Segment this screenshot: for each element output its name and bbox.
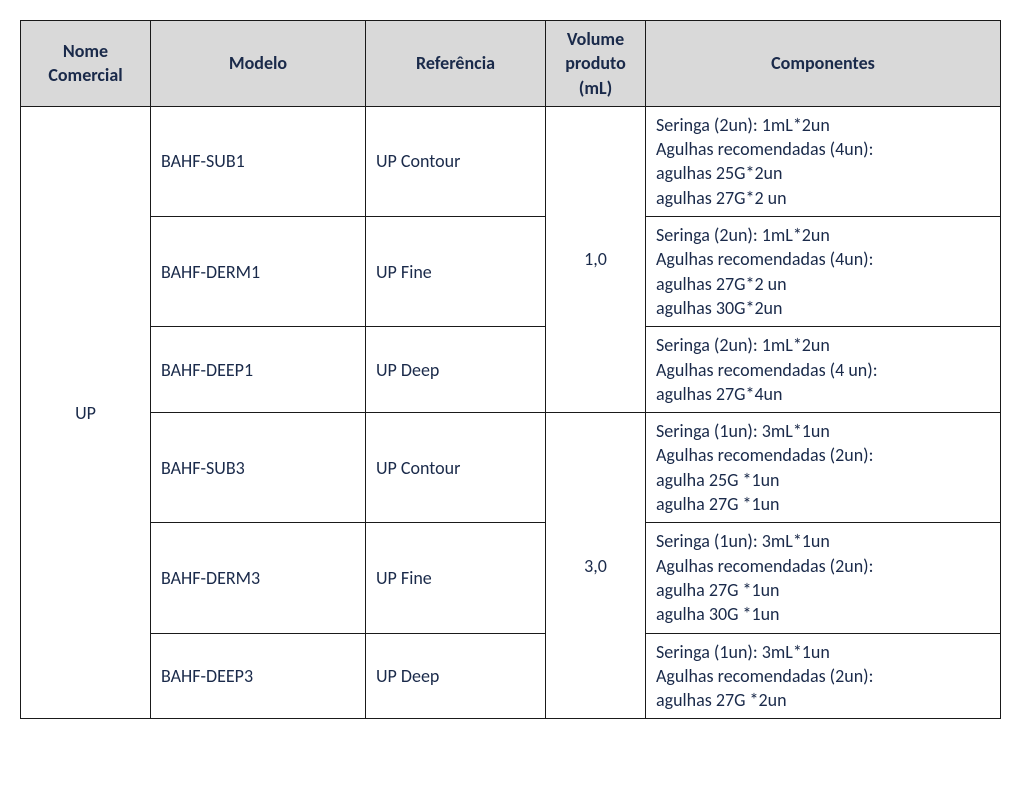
cell-referencia: UP Fine xyxy=(366,523,546,633)
componentes-line: Agulhas recomendadas (4un): xyxy=(656,137,990,161)
cell-modelo: BAHF-DEEP1 xyxy=(151,327,366,413)
componentes-line: Agulhas recomendadas (2un): xyxy=(656,554,990,578)
cell-referencia: UP Deep xyxy=(366,633,546,719)
table-row: BAHF-DEEP3UP Deep Seringa (1un): 3mL*1unA… xyxy=(21,633,1001,719)
product-table: Nome Comercial Modelo Referência Volume … xyxy=(20,20,1001,719)
cell-componentes: Seringa (1un): 3mL*1unAgulhas recomendad… xyxy=(646,413,1001,523)
componentes-line: Agulhas recomendadas (4un): xyxy=(656,247,990,271)
table-row: BAHF-SUB3UP Contour3,0Seringa (1un): 3mL… xyxy=(21,413,1001,523)
cell-componentes: Seringa (1un): 3mL*1unAgulhas recomendad… xyxy=(646,523,1001,633)
cell-volume: 1,0 xyxy=(546,106,646,412)
componentes-line: agulhas 27G*2 un xyxy=(656,272,990,296)
col-header-componentes: Componentes xyxy=(646,21,1001,107)
componentes-line: agulha 30G *1un xyxy=(656,602,990,626)
componentes-line: Seringa (1un): 3mL*1un xyxy=(656,419,990,443)
cell-modelo: BAHF-DEEP3 xyxy=(151,633,366,719)
table-header-row: Nome Comercial Modelo Referência Volume … xyxy=(21,21,1001,107)
cell-referencia: UP Contour xyxy=(366,413,546,523)
componentes-line: agulhas 27G *2un xyxy=(656,688,990,712)
cell-modelo: BAHF-DERM1 xyxy=(151,217,366,327)
componentes-line: agulhas 27G*2 un xyxy=(656,186,990,210)
componentes-line: Seringa (1un): 3mL*1un xyxy=(656,640,990,664)
table-row: BAHF-DERM3UP Fine Seringa (1un): 3mL*1unA… xyxy=(21,523,1001,633)
cell-componentes: Seringa (2un): 1mL*2unAgulhas recomendad… xyxy=(646,217,1001,327)
table-row: UPBAHF-SUB1UP Contour1,0Seringa (2un): 1… xyxy=(21,106,1001,216)
componentes-line: agulha 27G *1un xyxy=(656,578,990,602)
cell-modelo: BAHF-DERM3 xyxy=(151,523,366,633)
componentes-line: agulhas 30G*2un xyxy=(656,296,990,320)
col-header-referencia: Referência xyxy=(366,21,546,107)
componentes-line: agulhas 27G*4un xyxy=(656,382,990,406)
table-body: UPBAHF-SUB1UP Contour1,0Seringa (2un): 1… xyxy=(21,106,1001,719)
cell-modelo: BAHF-SUB1 xyxy=(151,106,366,216)
cell-volume: 3,0 xyxy=(546,413,646,719)
cell-referencia: UP Deep xyxy=(366,327,546,413)
cell-nome-comercial: UP xyxy=(21,106,151,719)
col-header-volume: Volume produto (mL) xyxy=(546,21,646,107)
componentes-line: Seringa (1un): 3mL*1un xyxy=(656,529,990,553)
componentes-line: Agulhas recomendadas (4 un): xyxy=(656,358,990,382)
cell-componentes: Seringa (1un): 3mL*1unAgulhas recomendad… xyxy=(646,633,1001,719)
table-row: BAHF-DEEP1UP Deep Seringa (2un): 1mL*2unA… xyxy=(21,327,1001,413)
componentes-line: Seringa (2un): 1mL*2un xyxy=(656,333,990,357)
cell-componentes: Seringa (2un): 1mL*2unAgulhas recomendad… xyxy=(646,106,1001,216)
cell-referencia: UP Fine xyxy=(366,217,546,327)
cell-modelo: BAHF-SUB3 xyxy=(151,413,366,523)
componentes-line: agulha 25G *1un xyxy=(656,468,990,492)
cell-componentes: Seringa (2un): 1mL*2unAgulhas recomendad… xyxy=(646,327,1001,413)
cell-referencia: UP Contour xyxy=(366,106,546,216)
componentes-line: agulhas 25G*2un xyxy=(656,161,990,185)
col-header-nome: Nome Comercial xyxy=(21,21,151,107)
componentes-line: Seringa (2un): 1mL*2un xyxy=(656,113,990,137)
componentes-line: agulha 27G *1un xyxy=(656,492,990,516)
table-row: BAHF-DERM1UP Fine Seringa (2un): 1mL*2unA… xyxy=(21,217,1001,327)
componentes-line: Seringa (2un): 1mL*2un xyxy=(656,223,990,247)
componentes-line: Agulhas recomendadas (2un): xyxy=(656,664,990,688)
componentes-line: Agulhas recomendadas (2un): xyxy=(656,443,990,467)
col-header-modelo: Modelo xyxy=(151,21,366,107)
